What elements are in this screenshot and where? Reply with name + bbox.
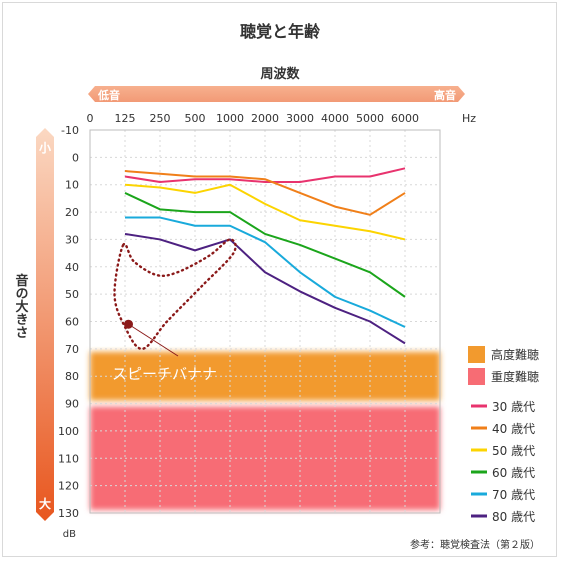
y-bottom-label: 大 (39, 496, 51, 511)
y-tick-label: -10 (61, 124, 79, 137)
y-tick-label: 110 (58, 452, 79, 465)
x-axis-title: 周波数 (260, 66, 300, 82)
x-tick-label: 4000 (321, 112, 349, 125)
x-tick-label: 5000 (356, 112, 384, 125)
x-tick-label: 125 (115, 112, 136, 125)
plot-border (89, 129, 441, 514)
series-line-6 (124, 232, 406, 345)
legend-series-label: 80 歳代 (492, 510, 535, 524)
x-range-arrow (88, 86, 465, 102)
y-tick-label: 40 (65, 261, 79, 274)
series-line-4 (124, 192, 406, 298)
y-range-arrow (36, 128, 54, 521)
y-tick-label: 0 (72, 151, 79, 164)
x-tick-label: 6000 (391, 112, 419, 125)
y-tick-label: 120 (58, 480, 79, 493)
series-line-1 (124, 167, 406, 183)
y-axis-title: 音の大きさ (13, 273, 29, 339)
x-tick-label: 3000 (286, 112, 314, 125)
y-top-label: 小 (39, 140, 51, 155)
legend-band-swatch (468, 368, 485, 385)
x-high-label: 高音 (434, 88, 456, 102)
y-tick-label: 70 (65, 343, 79, 356)
y-tick-label: 60 (65, 316, 79, 329)
legend-series-label: 70 歳代 (492, 488, 535, 502)
y-tick-label: 20 (65, 206, 79, 219)
legend-band-swatch (468, 346, 485, 363)
series-line-2 (124, 170, 406, 216)
legend-series-label: 30 歳代 (492, 400, 535, 414)
x-tick-label: 1000 (216, 112, 244, 125)
speech-banana-label: スピーチバナナ (112, 365, 217, 383)
x-low-label: 低音 (97, 88, 120, 102)
y-tick-label: 130 (58, 507, 79, 520)
x-tick-label: 2000 (251, 112, 279, 125)
speech-banana-leader (128, 323, 179, 357)
x-tick-label-zero: 0 (87, 112, 94, 125)
legend-series-label: 60 歳代 (492, 466, 535, 480)
y-unit-label: dB (63, 529, 76, 540)
y-tick-label: 80 (65, 370, 79, 383)
legend-series-label: 40 歳代 (492, 422, 535, 436)
y-tick-label: 10 (65, 179, 79, 192)
x-tick-label: 500 (185, 112, 206, 125)
x-unit-label: Hz (462, 112, 476, 125)
y-tick-label: 50 (65, 288, 79, 301)
series-line-5 (125, 216, 406, 328)
x-tick-label: 250 (150, 112, 171, 125)
source-note: 参考：聴覚検査法（第２版） (410, 538, 540, 551)
chart-title: 聴覚と年齢 (240, 22, 321, 41)
series-line-3 (124, 183, 406, 241)
legend-band-label: 重度難聴 (491, 369, 539, 384)
y-tick-label: 100 (58, 425, 79, 438)
y-tick-label: 90 (65, 398, 79, 411)
y-tick-label: 30 (65, 233, 79, 246)
legend-series-label: 50 歳代 (492, 444, 535, 458)
legend-band-label: 高度難聴 (491, 347, 539, 362)
